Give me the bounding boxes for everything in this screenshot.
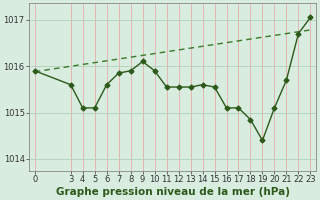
X-axis label: Graphe pression niveau de la mer (hPa): Graphe pression niveau de la mer (hPa) bbox=[56, 187, 290, 197]
